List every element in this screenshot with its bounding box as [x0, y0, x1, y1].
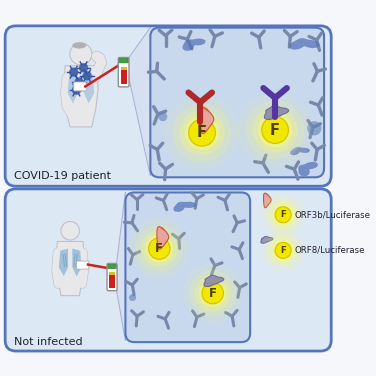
Polygon shape	[128, 28, 150, 176]
Circle shape	[189, 120, 215, 146]
Circle shape	[270, 201, 297, 228]
Circle shape	[273, 204, 294, 225]
Circle shape	[72, 86, 81, 94]
FancyBboxPatch shape	[76, 261, 89, 269]
Circle shape	[69, 68, 78, 77]
Circle shape	[149, 238, 170, 259]
FancyBboxPatch shape	[121, 70, 127, 84]
Circle shape	[183, 263, 243, 323]
Polygon shape	[261, 237, 273, 243]
Circle shape	[261, 192, 306, 237]
Text: ORF8/Luciferase: ORF8/Luciferase	[295, 246, 365, 255]
Text: F: F	[280, 246, 286, 255]
Circle shape	[158, 112, 167, 121]
FancyBboxPatch shape	[121, 67, 127, 70]
Text: Not infected: Not infected	[14, 337, 83, 347]
Circle shape	[146, 235, 173, 262]
Polygon shape	[173, 202, 196, 212]
FancyBboxPatch shape	[5, 189, 331, 351]
Polygon shape	[64, 66, 98, 127]
Circle shape	[261, 228, 306, 273]
Circle shape	[189, 270, 236, 317]
Polygon shape	[289, 38, 320, 50]
FancyBboxPatch shape	[119, 58, 128, 63]
Circle shape	[262, 117, 288, 144]
Circle shape	[270, 237, 297, 264]
FancyBboxPatch shape	[5, 26, 331, 186]
Polygon shape	[265, 193, 268, 196]
Circle shape	[179, 110, 225, 156]
Circle shape	[273, 240, 294, 261]
Circle shape	[173, 103, 232, 162]
Polygon shape	[56, 241, 85, 296]
Text: F: F	[270, 123, 280, 138]
FancyBboxPatch shape	[126, 193, 250, 342]
Circle shape	[165, 96, 240, 170]
Polygon shape	[159, 227, 165, 231]
Circle shape	[265, 197, 301, 232]
Circle shape	[129, 219, 189, 279]
Polygon shape	[157, 227, 169, 249]
Polygon shape	[204, 275, 224, 287]
Polygon shape	[264, 106, 289, 120]
Polygon shape	[72, 249, 82, 276]
Text: COVID-19 patient: COVID-19 patient	[14, 171, 111, 181]
Text: F: F	[209, 287, 217, 300]
Circle shape	[70, 43, 92, 65]
Polygon shape	[298, 162, 318, 176]
Circle shape	[83, 71, 92, 80]
Polygon shape	[182, 38, 206, 51]
Circle shape	[79, 63, 88, 72]
Circle shape	[136, 225, 183, 272]
Circle shape	[141, 230, 177, 267]
Polygon shape	[290, 147, 310, 155]
Circle shape	[185, 115, 220, 150]
Polygon shape	[203, 108, 209, 113]
Circle shape	[238, 92, 312, 168]
FancyBboxPatch shape	[108, 264, 116, 268]
Circle shape	[129, 294, 136, 301]
Circle shape	[307, 121, 321, 135]
Text: F: F	[197, 125, 207, 140]
Polygon shape	[59, 249, 68, 276]
Polygon shape	[84, 72, 94, 103]
Text: F: F	[155, 242, 163, 255]
FancyBboxPatch shape	[109, 276, 115, 288]
Polygon shape	[264, 193, 271, 208]
Polygon shape	[200, 107, 214, 133]
FancyBboxPatch shape	[74, 82, 86, 91]
Circle shape	[275, 243, 291, 258]
Polygon shape	[117, 193, 126, 340]
FancyBboxPatch shape	[150, 28, 324, 177]
Circle shape	[199, 279, 227, 307]
Circle shape	[246, 101, 305, 159]
Text: F: F	[280, 210, 286, 219]
FancyBboxPatch shape	[107, 264, 117, 291]
FancyBboxPatch shape	[109, 272, 115, 276]
Circle shape	[75, 77, 83, 86]
Circle shape	[275, 207, 291, 223]
Circle shape	[252, 108, 298, 153]
FancyBboxPatch shape	[118, 58, 129, 87]
Circle shape	[202, 282, 223, 304]
Text: ORF3b/Luciferase: ORF3b/Luciferase	[295, 210, 371, 219]
Circle shape	[258, 113, 293, 147]
Polygon shape	[68, 72, 78, 103]
Circle shape	[194, 275, 231, 311]
Circle shape	[61, 221, 79, 240]
Ellipse shape	[72, 42, 86, 49]
Circle shape	[265, 233, 301, 268]
